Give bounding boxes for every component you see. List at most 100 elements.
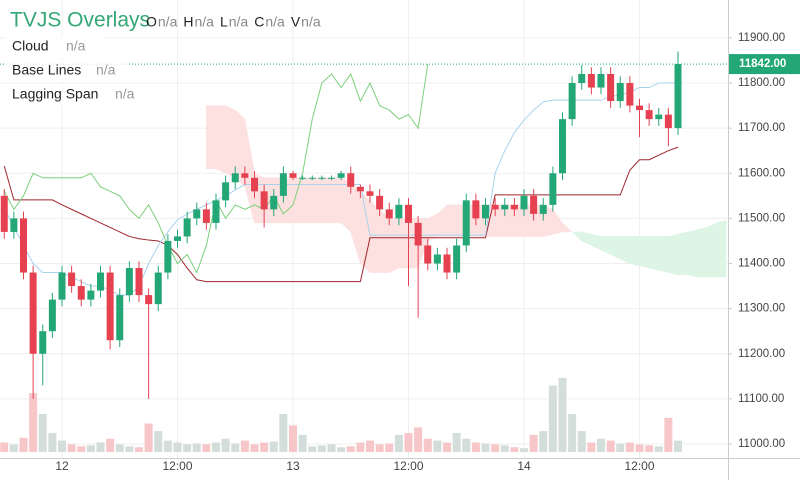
- candle-body: [87, 290, 95, 300]
- volume-bar: [231, 443, 240, 452]
- candle-body: [164, 240, 172, 273]
- candle-body: [414, 222, 422, 246]
- volume-bar: [106, 438, 115, 452]
- volume-bar: [548, 385, 557, 452]
- cloud-segment: [427, 213, 438, 242]
- volume-bar: [539, 431, 548, 452]
- volume-bar: [58, 440, 66, 452]
- volume-bar: [558, 377, 567, 452]
- cloud-segment: [629, 236, 640, 267]
- indicator-line: [3, 146, 679, 283]
- cloud-segment: [215, 105, 226, 174]
- x-tick-label: 12:00: [624, 459, 654, 473]
- volume-bar: [404, 433, 413, 452]
- cloud-segment: [504, 204, 515, 237]
- x-tick-label: 12:00: [162, 459, 192, 473]
- candle-body: [491, 204, 499, 210]
- candle-body: [385, 209, 393, 219]
- candle-body: [356, 186, 364, 192]
- candle-body: [587, 74, 595, 88]
- cloud-segment: [706, 222, 717, 278]
- volume-bar: [423, 438, 432, 452]
- volume-bar: [645, 445, 654, 452]
- candle-body: [183, 218, 191, 237]
- candle-body: [193, 209, 201, 219]
- legend-label: Lagging Span: [12, 86, 98, 102]
- volume-bar: [135, 447, 143, 452]
- volume-bar: [317, 445, 326, 452]
- candle-body: [597, 74, 605, 88]
- volume-bar: [462, 438, 471, 452]
- legend-bg: [4, 60, 129, 82]
- cloud-segment: [716, 220, 727, 278]
- cloud-segment: [658, 236, 669, 273]
- volume-bar: [183, 444, 192, 452]
- candle-body: [10, 218, 18, 232]
- volume-bar: [269, 441, 278, 452]
- ohlc-label: O: [146, 14, 157, 30]
- volume-bar: [289, 425, 297, 452]
- volume-bar: [414, 427, 423, 452]
- candle-body: [424, 245, 432, 264]
- candle-body: [674, 64, 682, 129]
- volume-bar: [115, 444, 124, 452]
- volume-bar: [144, 423, 153, 452]
- price-label: 11842.00: [739, 58, 786, 70]
- ohlc-label: L: [220, 14, 228, 30]
- cloud-segment: [620, 236, 631, 264]
- candle-body: [347, 173, 355, 187]
- candle-body: [58, 272, 66, 300]
- candle-body: [39, 331, 47, 354]
- candle-body: [607, 74, 615, 102]
- candle-body: [222, 182, 230, 201]
- ohlc-label: V: [291, 14, 301, 30]
- volume-bar: [452, 433, 461, 452]
- candle-body: [260, 191, 268, 210]
- cloud-segment: [668, 233, 679, 276]
- volume-bar: [529, 434, 538, 452]
- y-tick-label: 11400.00: [738, 258, 785, 270]
- candle-body: [328, 177, 335, 179]
- volume-bar: [520, 448, 528, 452]
- candle-body: [174, 236, 181, 241]
- x-tick-label: 14: [517, 459, 531, 473]
- candle-body: [510, 204, 518, 210]
- cloud-segment: [389, 218, 400, 273]
- candle-body: [482, 204, 489, 219]
- legend-value: n/a: [115, 86, 135, 102]
- volume-bar: [9, 444, 18, 452]
- volume-bar: [221, 438, 230, 452]
- ohlc-label: C: [254, 14, 264, 30]
- volume-bar: [298, 434, 307, 452]
- candle-body: [520, 195, 528, 210]
- cloud-segment: [206, 105, 217, 170]
- ohlc-value: n/a: [194, 14, 214, 30]
- ohlc-value: n/a: [265, 14, 285, 30]
- volume-bar: [86, 445, 95, 452]
- candle-body: [578, 74, 586, 84]
- candle-body: [29, 272, 37, 354]
- plot-area: [0, 51, 728, 452]
- candle-body: [636, 105, 643, 111]
- candle-body: [530, 195, 538, 214]
- cloud-segment: [398, 218, 409, 269]
- ohlc-value: n/a: [229, 14, 249, 30]
- volume-bar: [385, 443, 394, 452]
- candle-body: [645, 110, 653, 120]
- volume-bar: [0, 442, 9, 452]
- candle-body: [279, 173, 287, 196]
- candle-body: [664, 114, 672, 129]
- candle-body: [539, 204, 547, 214]
- x-tick-label: 13: [286, 459, 300, 473]
- x-tick-label: 12: [55, 459, 69, 473]
- volume-bar: [308, 446, 317, 452]
- candle-body: [616, 83, 624, 102]
- volume-bar: [443, 442, 451, 452]
- candle-body: [20, 218, 27, 273]
- volume-bar: [616, 443, 625, 452]
- volume-bar: [346, 446, 355, 452]
- candle-body: [626, 83, 634, 106]
- cloud-segment: [379, 208, 390, 273]
- candle-body: [308, 177, 316, 179]
